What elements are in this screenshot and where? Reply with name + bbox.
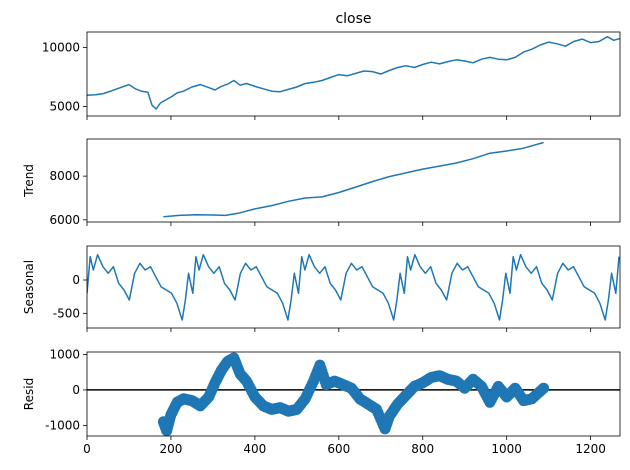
x-tick-label: 800 — [411, 442, 434, 456]
axes-frame — [86, 351, 621, 437]
x-tick-label: 600 — [327, 442, 350, 456]
y-tick-label: 0 — [72, 273, 80, 287]
y-axis-label: Seasonal — [22, 260, 36, 314]
axes-frame — [86, 138, 621, 223]
y-axis-label: Resid — [22, 378, 36, 410]
y-tick-label: 10000 — [42, 40, 80, 54]
series-line-1 — [87, 35, 620, 110]
plot-area — [87, 352, 620, 436]
y-tick-label: 0 — [72, 383, 80, 397]
panel-3: Seasonal -500 0 — [22, 245, 621, 332]
plot-area — [87, 35, 620, 110]
y-tick-label: 5000 — [49, 100, 80, 114]
y-axis-label: Trend — [22, 164, 36, 198]
x-tick-label: 1000 — [491, 442, 522, 456]
x-tick-label: 200 — [159, 442, 182, 456]
x-tick-label: 1200 — [575, 442, 606, 456]
x-tick-label: 0 — [83, 442, 91, 456]
series-line-1 — [87, 253, 620, 321]
x-tick-label: 400 — [243, 442, 266, 456]
y-tick-label: -1000 — [45, 418, 80, 432]
y-tick-label: 8000 — [49, 169, 80, 183]
plot-area — [87, 253, 620, 321]
axes-frame — [86, 245, 621, 329]
y-tick-label: -500 — [53, 306, 80, 320]
panel-1: close 5000 10000 — [42, 11, 621, 120]
resid-point — [538, 382, 550, 394]
y-tick-label: 6000 — [49, 213, 80, 227]
axes-frame — [86, 31, 621, 117]
y-tick-label: 1000 — [49, 347, 80, 361]
plot-area — [163, 141, 544, 218]
chart-title: close — [335, 11, 371, 27]
panel-2: Trend 6000 8000 — [22, 138, 621, 227]
series-line-1 — [163, 141, 544, 218]
